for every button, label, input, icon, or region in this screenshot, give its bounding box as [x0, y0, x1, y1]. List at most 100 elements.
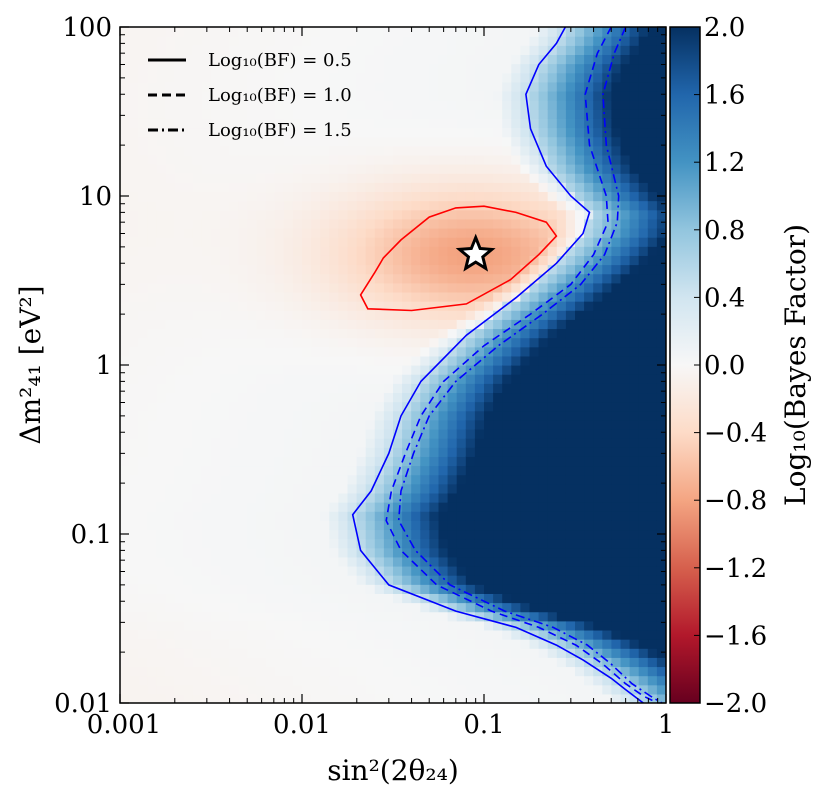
heatmap-cell	[274, 666, 285, 677]
heatmap-cell	[320, 474, 330, 485]
heatmap-cell	[474, 465, 485, 476]
heatmap-cell	[629, 365, 640, 375]
heatmap-cell	[393, 27, 403, 37]
heatmap-cell	[274, 520, 285, 531]
heatmap-cell	[147, 164, 157, 174]
heatmap-cell	[311, 520, 321, 531]
heatmap-cell	[429, 511, 440, 521]
heatmap-cell	[611, 218, 622, 229]
heatmap-cell	[338, 502, 349, 512]
heatmap-cell	[638, 392, 649, 403]
heatmap-cell	[465, 63, 476, 74]
heatmap-cell	[411, 282, 421, 293]
heatmap-cell	[174, 629, 185, 640]
heatmap-cell	[502, 684, 512, 695]
heatmap-cell	[311, 438, 321, 448]
heatmap-cell	[502, 693, 512, 703]
heatmap-cell	[247, 575, 258, 585]
heatmap-cell	[565, 273, 576, 284]
heatmap-cell	[411, 54, 421, 65]
heatmap-cell	[292, 410, 303, 421]
heatmap-cell	[474, 538, 485, 549]
heatmap-cell	[238, 556, 248, 567]
heatmap-cell	[183, 63, 194, 74]
heatmap-cell	[229, 365, 239, 375]
heatmap-cell	[256, 465, 267, 476]
heatmap-cell	[247, 310, 258, 320]
heatmap-cell	[302, 255, 312, 266]
heatmap-cell	[156, 611, 167, 622]
heatmap-cell	[511, 465, 521, 476]
heatmap-cell	[320, 666, 330, 677]
heatmap-cell	[420, 355, 430, 366]
heatmap-cell	[538, 447, 549, 457]
heatmap-cell	[611, 465, 622, 476]
heatmap-cell	[511, 474, 521, 485]
heatmap-cell	[283, 218, 294, 229]
heatmap-cell	[174, 392, 185, 403]
heatmap-cell	[383, 684, 394, 695]
heatmap-cell	[329, 191, 339, 202]
heatmap-cell	[602, 191, 612, 202]
heatmap-cell	[420, 109, 430, 119]
heatmap-cell	[393, 100, 403, 110]
heatmap-cell	[274, 365, 285, 375]
heatmap-cell	[311, 301, 321, 311]
heatmap-cell	[393, 319, 403, 330]
heatmap-cell	[474, 438, 485, 448]
heatmap-cell	[129, 511, 139, 521]
heatmap-cell	[129, 684, 139, 695]
heatmap-cell	[292, 392, 303, 403]
heatmap-cell	[374, 255, 385, 266]
heatmap-cell	[329, 593, 339, 604]
heatmap-cell	[356, 648, 367, 658]
heatmap-cell	[165, 264, 176, 275]
heatmap-cell	[229, 648, 239, 658]
heatmap-cell	[265, 237, 276, 247]
heatmap-cell	[493, 511, 503, 521]
heatmap-cell	[520, 301, 531, 311]
heatmap-cell	[565, 282, 576, 293]
heatmap-cell	[292, 456, 303, 467]
heatmap-cell	[311, 575, 321, 585]
heatmap-cell	[347, 118, 358, 129]
heatmap-cell	[347, 675, 358, 686]
heatmap-cell	[629, 620, 640, 631]
heatmap-cell	[511, 547, 521, 558]
heatmap-cell	[201, 237, 212, 247]
heatmap-cell	[565, 337, 576, 348]
heatmap-cell	[274, 63, 285, 74]
heatmap-cell	[647, 520, 658, 531]
heatmap-cell	[338, 118, 349, 129]
heatmap-cell	[638, 602, 649, 613]
heatmap-cell	[411, 90, 421, 101]
heatmap-cell	[465, 100, 476, 110]
heatmap-cell	[529, 237, 540, 247]
heatmap-cell	[620, 200, 631, 211]
heatmap-cell	[256, 127, 267, 138]
heatmap-cell	[656, 629, 666, 640]
heatmap-cell	[438, 392, 449, 403]
heatmap-cell	[638, 45, 649, 56]
heatmap-cell	[383, 72, 394, 83]
heatmap-cell	[638, 27, 649, 37]
heatmap-cell	[174, 602, 185, 613]
heatmap-cell	[538, 310, 549, 320]
heatmap-cell	[411, 118, 421, 129]
heatmap-cell	[538, 173, 549, 183]
heatmap-cell	[602, 465, 612, 476]
heatmap-cell	[383, 191, 394, 202]
heatmap-cell	[165, 547, 176, 558]
heatmap-cell	[247, 282, 258, 293]
heatmap-cell	[238, 291, 248, 302]
heatmap-cell	[211, 529, 221, 540]
heatmap-cell	[411, 328, 421, 339]
heatmap-cell	[192, 629, 203, 640]
heatmap-cell	[329, 200, 339, 211]
heatmap-cell	[238, 118, 248, 129]
heatmap-cell	[456, 54, 467, 65]
heatmap-cell	[629, 374, 640, 384]
heatmap-cell	[329, 684, 339, 695]
heatmap-cell	[374, 90, 385, 101]
y-axis-title: Δm²₄₁ [eV²]	[14, 285, 47, 444]
